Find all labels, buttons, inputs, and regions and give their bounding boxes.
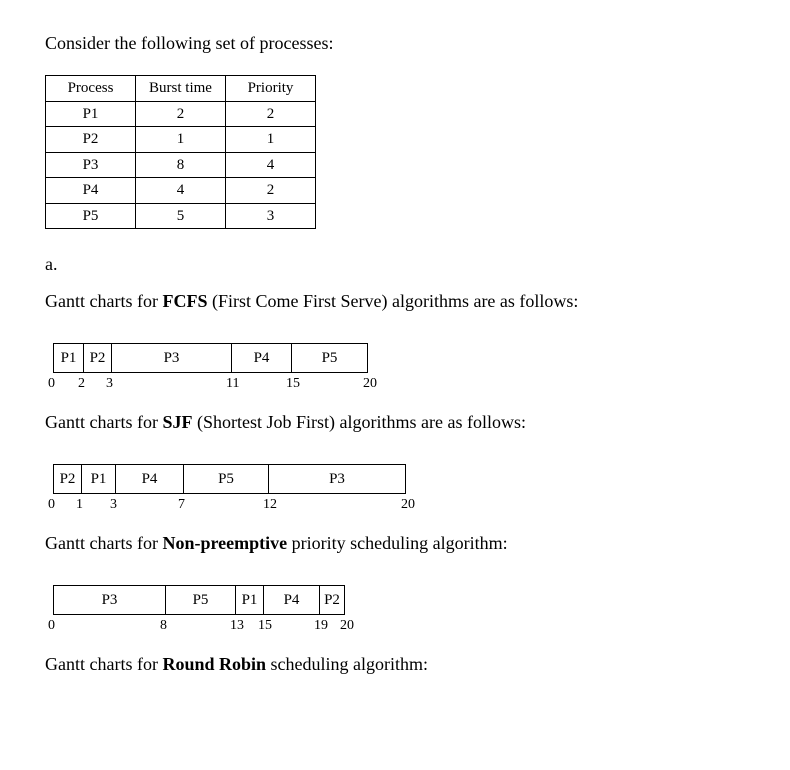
- table-row: P553: [46, 203, 316, 229]
- sjf-bold: SJF: [162, 412, 192, 432]
- table-cell: P3: [46, 152, 136, 178]
- gantt-tick: 2: [78, 373, 98, 394]
- table-cell: 1: [226, 127, 316, 153]
- fcfs-text-after: (First Come First Serve) algorithms are …: [207, 291, 578, 311]
- priority-bold: Non-preemptive: [162, 533, 287, 553]
- priority-text-before: Gantt charts for: [45, 533, 162, 553]
- sjf-text-after: (Shortest Job First) algorithms are as f…: [192, 412, 525, 432]
- gantt-tick: 0: [48, 373, 68, 394]
- table-cell: 4: [136, 178, 226, 204]
- table-cell: 2: [226, 101, 316, 127]
- gantt-tick: 1: [76, 494, 96, 515]
- table-cell: 1: [136, 127, 226, 153]
- gantt-segment: P33: [112, 344, 232, 372]
- priority-gantt: P30P58P113P415P21920: [53, 585, 745, 641]
- table-cell: 8: [136, 152, 226, 178]
- gantt-tick: 20: [395, 494, 415, 515]
- table-row: P384: [46, 152, 316, 178]
- gantt-segment: P58: [166, 586, 236, 614]
- gantt-segment: P30: [54, 586, 166, 614]
- gantt-segment: P51520: [292, 344, 367, 372]
- gantt-tick: 0: [48, 615, 68, 636]
- table-header: Process: [46, 76, 136, 102]
- gantt-segment: P411: [232, 344, 292, 372]
- table-cell: 5: [136, 203, 226, 229]
- table-header: Priority: [226, 76, 316, 102]
- sjf-text-before: Gantt charts for: [45, 412, 162, 432]
- gantt-segment: P10: [54, 344, 84, 372]
- table-cell: P1: [46, 101, 136, 127]
- gantt-segment: P31220: [269, 465, 405, 493]
- priority-caption: Gantt charts for Non-preemptive priority…: [45, 530, 745, 557]
- gantt-tick: 20: [334, 615, 354, 636]
- gantt-segment: P415: [264, 586, 320, 614]
- gantt-tick: 19: [314, 615, 334, 636]
- sjf-gantt: P20P11P43P57P31220: [53, 464, 745, 520]
- process-table: ProcessBurst timePriority P122P211P384P4…: [45, 75, 316, 229]
- gantt-segment: P11: [82, 465, 116, 493]
- gantt-tick: 11: [226, 373, 246, 394]
- gantt-tick: 13: [230, 615, 250, 636]
- gantt-tick: 8: [160, 615, 180, 636]
- table-cell: 2: [226, 178, 316, 204]
- table-row: P122: [46, 101, 316, 127]
- gantt-tick: 0: [48, 494, 68, 515]
- gantt-tick: 3: [106, 373, 126, 394]
- gantt-tick: 12: [263, 494, 283, 515]
- table-cell: P2: [46, 127, 136, 153]
- gantt-tick: 20: [357, 373, 377, 394]
- fcfs-gantt: P10P22P33P411P51520: [53, 343, 745, 399]
- table-row: P211: [46, 127, 316, 153]
- gantt-tick: 15: [286, 373, 306, 394]
- gantt-segment: P21920: [320, 586, 344, 614]
- intro-text: Consider the following set of processes:: [45, 30, 745, 57]
- gantt-tick: 15: [258, 615, 278, 636]
- fcfs-text-before: Gantt charts for: [45, 291, 162, 311]
- sjf-caption: Gantt charts for SJF (Shortest Job First…: [45, 409, 745, 436]
- table-row: P442: [46, 178, 316, 204]
- fcfs-caption: Gantt charts for FCFS (First Come First …: [45, 288, 745, 315]
- section-label: a.: [45, 251, 745, 278]
- gantt-tick: 3: [110, 494, 130, 515]
- table-cell: 4: [226, 152, 316, 178]
- table-header: Burst time: [136, 76, 226, 102]
- gantt-segment: P22: [84, 344, 112, 372]
- gantt-segment: P20: [54, 465, 82, 493]
- table-cell: 3: [226, 203, 316, 229]
- rr-bold: Round Robin: [162, 654, 266, 674]
- rr-text-before: Gantt charts for: [45, 654, 162, 674]
- fcfs-bold: FCFS: [162, 291, 207, 311]
- rr-text-after: scheduling algorithm:: [266, 654, 428, 674]
- gantt-tick: 7: [178, 494, 198, 515]
- table-cell: 2: [136, 101, 226, 127]
- gantt-segment: P57: [184, 465, 269, 493]
- gantt-segment: P43: [116, 465, 184, 493]
- gantt-segment: P113: [236, 586, 264, 614]
- priority-text-after: priority scheduling algorithm:: [287, 533, 507, 553]
- table-cell: P4: [46, 178, 136, 204]
- table-cell: P5: [46, 203, 136, 229]
- rr-caption: Gantt charts for Round Robin scheduling …: [45, 651, 745, 678]
